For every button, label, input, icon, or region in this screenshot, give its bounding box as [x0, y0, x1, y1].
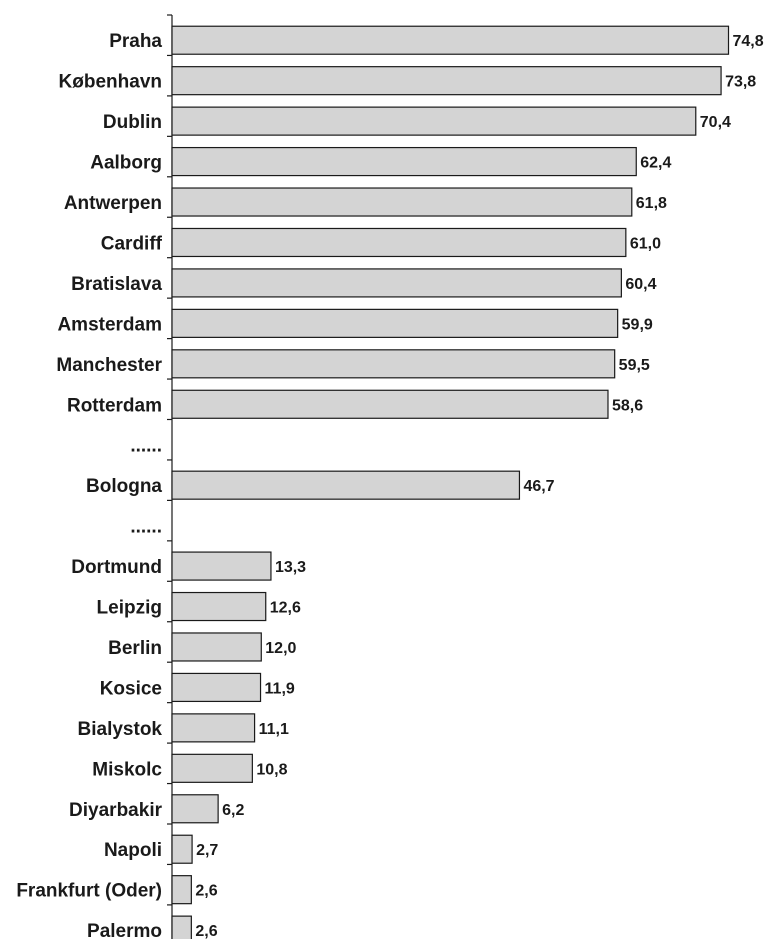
value-label: 58,6: [612, 397, 643, 414]
y-axis: [167, 14, 173, 939]
bar: [171, 551, 272, 581]
bar: [171, 25, 730, 55]
value-label: 12,0: [265, 640, 296, 657]
bar: [171, 187, 633, 217]
bars: [171, 25, 730, 939]
category-label: Kosice: [100, 678, 162, 699]
value-label: 62,4: [640, 155, 671, 172]
bar: [171, 713, 256, 743]
value-label: 59,9: [622, 316, 653, 333]
category-label: Bratislava: [71, 274, 162, 295]
category-label: Bialystok: [78, 719, 163, 740]
value-label: 60,4: [625, 276, 656, 293]
category-label: København: [59, 72, 162, 93]
category-label: Miskolc: [92, 759, 162, 780]
bar: [171, 794, 219, 824]
value-label: 2,7: [196, 842, 218, 859]
value-label: 59,5: [619, 357, 650, 374]
value-label: 70,4: [700, 114, 731, 131]
value-label: 61,0: [630, 235, 661, 252]
category-label: Manchester: [56, 355, 162, 376]
value-label: 11,9: [265, 680, 295, 697]
bar: [171, 915, 192, 939]
value-labels: 74,8 73,8 70,4 62,4 61,8 61,0 60,4 59,9 59,5 58,6…: [195, 33, 763, 939]
value-label: 46,7: [523, 478, 554, 495]
bar: [171, 470, 521, 500]
category-label: Rotterdam: [67, 395, 162, 416]
category-label: ......: [130, 436, 162, 457]
category-label: Berlin: [108, 638, 162, 659]
value-label: 6,2: [222, 802, 244, 819]
category-label: Frankfurt (Oder): [16, 881, 162, 902]
category-label: Antwerpen: [64, 193, 162, 214]
category-label: Amsterdam: [57, 314, 162, 335]
category-label: Napoli: [104, 840, 162, 861]
bar: [171, 146, 637, 177]
bar: [171, 349, 616, 379]
bar: [171, 227, 627, 258]
bar: [171, 106, 697, 136]
category-label: Praha: [109, 31, 162, 52]
value-label: 10,8: [256, 761, 287, 778]
category-label: Diyarbakir: [69, 800, 163, 821]
bar: [171, 672, 262, 703]
category-label: Bologna: [86, 476, 162, 497]
bar: [171, 591, 267, 622]
value-label: 11,1: [259, 721, 289, 738]
bar: [171, 632, 262, 662]
value-label: 13,3: [275, 559, 306, 576]
value-label: 61,8: [636, 195, 667, 212]
value-label: 2,6: [195, 883, 217, 900]
bar: [171, 308, 619, 338]
value-label: 74,8: [733, 33, 764, 50]
bar: [171, 834, 193, 864]
bar: [171, 753, 253, 783]
category-label: Cardiff: [101, 233, 163, 254]
category-label: Aalborg: [90, 153, 162, 174]
category-label: Dortmund: [71, 557, 162, 578]
value-label: 73,8: [725, 74, 756, 91]
bar: [171, 66, 722, 96]
bar: [171, 268, 622, 298]
category-labels: Praha København Dublin Aalborg Antwerpen Card…: [16, 31, 162, 939]
category-label: Palermo: [87, 921, 162, 939]
category-label: ......: [130, 517, 162, 538]
value-label: 12,6: [270, 600, 301, 617]
category-label: Dublin: [103, 112, 162, 133]
bar: [171, 389, 609, 419]
category-label: Leipzig: [97, 598, 162, 619]
value-label: 2,6: [195, 923, 217, 939]
bar: [171, 875, 192, 905]
